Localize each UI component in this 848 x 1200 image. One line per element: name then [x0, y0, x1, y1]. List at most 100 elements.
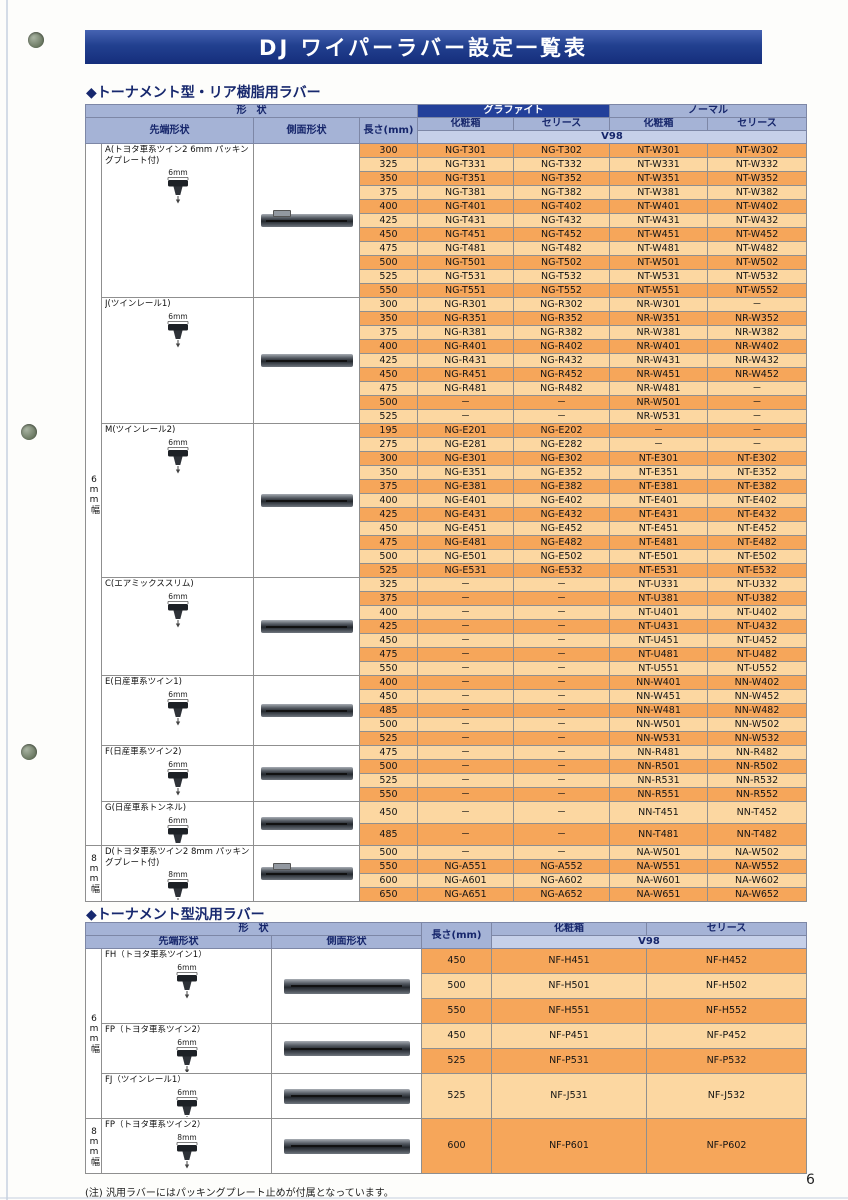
- header-graphite: グラファイト: [417, 104, 610, 118]
- tip-shape-cell: F(日産車系ツイン2) 6mm: [101, 745, 254, 802]
- table-row: 325 NG-T331 NG-T332 NT-W331 NT-W332: [86, 157, 807, 172]
- graphite-box-code: NG-R431: [417, 353, 514, 368]
- width-band-cell: 8mm幅: [85, 1118, 102, 1174]
- length-value: 425: [359, 213, 418, 228]
- graphite-series-code: NG-A552: [513, 859, 610, 874]
- graphite-box-code: NG-T431: [417, 213, 514, 228]
- normal-series-code: NN-W402: [707, 675, 807, 690]
- table-row: 400 NG-E401 NG-E402 NT-E401 NT-E402: [86, 493, 807, 508]
- graphite-series-code: NG-A652: [513, 887, 610, 902]
- graphite-box-code: －: [417, 395, 514, 410]
- graphite-box-code: NG-E381: [417, 479, 514, 494]
- table-row: 500 NG-T501 NG-T502 NT-W501 NT-W502: [86, 255, 807, 270]
- side-profile-image: [283, 1041, 410, 1056]
- normal-box-code: NN-W401: [609, 675, 708, 690]
- graphite-series-code: NG-E502: [513, 549, 610, 564]
- normal-box-code: NN-W501: [609, 717, 708, 732]
- length-value: 500: [359, 845, 418, 860]
- normal-box-code: NT-U401: [609, 605, 708, 620]
- section2-heading: ◆トーナメント型汎用ラバー: [86, 907, 265, 923]
- length-value: 550: [359, 283, 418, 298]
- normal-box-code: －: [609, 423, 708, 438]
- tip-profile-figure: 6mm: [165, 1088, 209, 1117]
- length-value: 500: [359, 549, 418, 564]
- length-value: 500: [421, 973, 492, 999]
- tip-shape-cell: C(エアミックススリム) 6mm: [101, 577, 254, 676]
- length-value: 525: [421, 1048, 492, 1074]
- table-row: 485 －－ NN-T481 NN-T482: [86, 823, 807, 846]
- graphite-series-code: －: [513, 605, 610, 620]
- graphite-series-code: －: [513, 647, 610, 662]
- group-label: E(日産車系ツイン1): [105, 677, 182, 687]
- graphite-box-code: －: [417, 759, 514, 774]
- header-normal-box: 化粧箱: [609, 117, 708, 131]
- normal-series-code: NT-E352: [707, 465, 807, 480]
- header-box: 化粧箱: [491, 922, 647, 936]
- graphite-box-code: －: [417, 619, 514, 634]
- side-profile-image: [260, 210, 353, 227]
- length-value: 425: [359, 353, 418, 368]
- graphite-series-code: －: [513, 731, 610, 746]
- series-code: NF-P532: [646, 1048, 807, 1074]
- graphite-box-code: NG-E401: [417, 493, 514, 508]
- graphite-series-code: NG-T502: [513, 255, 610, 270]
- header-length: 長さ(mm): [421, 922, 492, 949]
- normal-box-code: NT-E531: [609, 563, 708, 578]
- length-value: 475: [359, 647, 418, 662]
- tip-profile-icon: 8mm: [176, 1133, 198, 1169]
- width-band-cell: 6mm幅: [85, 948, 102, 1119]
- normal-box-code: NA-W501: [609, 845, 708, 860]
- side-cell-content: [255, 579, 359, 675]
- tip-shape-cell: FH（トヨタ車系ツイン1） 6mm: [101, 948, 272, 1024]
- tip-cell-content: FJ（ツインレール1） 6mm: [105, 1075, 269, 1117]
- normal-box-code: NT-E501: [609, 549, 708, 564]
- graphite-box-code: －: [417, 605, 514, 620]
- tip-cell-content: J(ツインレール1) 6mm: [105, 299, 251, 422]
- length-value: 550: [359, 661, 418, 676]
- graphite-series-code: NG-T452: [513, 227, 610, 242]
- tip-cell-content: FH（トヨタ車系ツイン1） 6mm: [105, 950, 269, 1022]
- tip-cell-content: G(日産車系トンネル) 6mm: [105, 803, 251, 844]
- normal-box-code: NT-U331: [609, 577, 708, 592]
- binder-hole: [28, 32, 44, 48]
- normal-box-code: NR-W401: [609, 339, 708, 354]
- normal-series-code: －: [707, 381, 807, 396]
- graphite-box-code: NG-R351: [417, 311, 514, 326]
- side-shape-cell: [253, 577, 360, 676]
- length-value: 300: [359, 451, 418, 466]
- graphite-box-code: NG-R451: [417, 367, 514, 382]
- graphite-box-code: NG-E301: [417, 451, 514, 466]
- side-cell-content: [273, 1120, 421, 1173]
- length-value: 485: [359, 823, 418, 846]
- graphite-series-code: －: [513, 801, 610, 824]
- table-row: 550 NG-A551 NG-A552 NA-W551 NA-W552: [86, 859, 807, 874]
- graphite-box-code: NG-T451: [417, 227, 514, 242]
- graphite-box-code: NG-T351: [417, 171, 514, 186]
- tip-profile-figure: 6mm: [156, 816, 200, 844]
- normal-box-code: NR-W351: [609, 311, 708, 326]
- normal-series-code: NT-E482: [707, 535, 807, 550]
- length-value: 500: [359, 255, 418, 270]
- normal-series-code: －: [707, 395, 807, 410]
- graphite-series-code: NG-R482: [513, 381, 610, 396]
- table-row: FJ（ツインレール1） 6mm 525 NF-J531 NF-J532: [86, 1073, 807, 1119]
- graphite-series-code: NG-R352: [513, 311, 610, 326]
- graphite-series-code: NG-T532: [513, 269, 610, 284]
- header-tip-shape: 先端形状: [85, 117, 254, 144]
- table1-body: 6mm幅 A(トヨタ車系ツイン2 6mm パッキングプレート付) 6mm 300 NG-…: [85, 143, 807, 902]
- side-cell-content: [255, 747, 359, 801]
- normal-box-code: NA-W651: [609, 887, 708, 902]
- table-row: 375 NG-R381 NG-R382 NR-W381 NR-W382: [86, 325, 807, 340]
- length-value: 525: [359, 269, 418, 284]
- header-row: 先端形状 側面形状 V98: [85, 935, 807, 949]
- normal-box-code: NT-E301: [609, 451, 708, 466]
- normal-series-code: NT-E382: [707, 479, 807, 494]
- tip-cell-content: F(日産車系ツイン2) 6mm: [105, 747, 251, 800]
- graphite-series-code: NG-E202: [513, 423, 610, 438]
- graphite-box-code: －: [417, 661, 514, 676]
- tip-shape-cell: FP（トヨタ車系ツイン2） 8mm: [101, 1118, 272, 1174]
- normal-series-code: NR-W382: [707, 325, 807, 340]
- header-side-shape: 側面形状: [271, 935, 422, 949]
- normal-series-code: NT-W502: [707, 255, 807, 270]
- tip-profile-icon: 6mm: [167, 168, 189, 204]
